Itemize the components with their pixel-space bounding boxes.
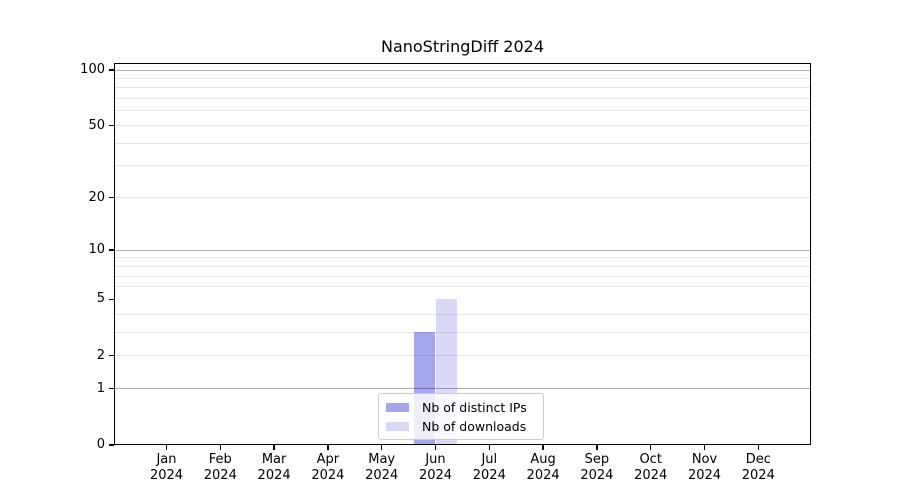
y-tick-label-2: 2 [96, 347, 105, 363]
y-tick-mark-10 [109, 249, 114, 251]
x-tick-label-feb: Feb 2024 [180, 452, 260, 483]
gridline-minor-20 [114, 197, 811, 199]
x-tick-label-oct: Oct 2024 [611, 452, 691, 483]
y-tick-label-10: 10 [88, 242, 105, 258]
y-tick-mark-2 [109, 354, 114, 357]
gridline-minor-30 [114, 165, 811, 167]
x-tick-mark-jan [165, 445, 168, 450]
x-tick-mark-dec [757, 445, 760, 450]
x-tick-label-aug: Aug 2024 [503, 452, 583, 483]
x-tick-month: Sep [584, 452, 610, 467]
x-tick-year: 2024 [580, 467, 614, 483]
x-tick-month: Dec [745, 452, 771, 467]
x-tick-year: 2024 [472, 467, 506, 483]
y-tick-label-20: 20 [88, 189, 105, 205]
x-tick-mark-apr [327, 445, 329, 450]
x-tick-year: 2024 [149, 467, 184, 483]
y-tick-mark-50 [109, 124, 114, 127]
x-tick-month: Feb [208, 452, 232, 467]
y-tick-mark-1 [109, 387, 114, 390]
gridline-major-10 [114, 249, 811, 251]
x-tick-year: 2024 [365, 467, 399, 483]
gridline-minor-7 [114, 275, 811, 277]
x-tick-label-nov: Nov 2024 [665, 452, 745, 483]
x-tick-month: Apr [316, 452, 340, 467]
chart-title: NanoStringDiff 2024 [380, 37, 545, 56]
gridline-major-1 [114, 388, 811, 390]
plot-area: Nb of distinct IPs Nb of downloads [114, 62, 811, 445]
x-tick-label-jan: Jan 2024 [127, 452, 207, 483]
gridline-minor-9 [114, 257, 811, 259]
x-tick-year: 2024 [687, 467, 722, 483]
gridline-major-100 [114, 69, 811, 71]
x-tick-mark-sep [596, 445, 598, 450]
legend: Nb of distinct IPs Nb of downloads [378, 392, 544, 440]
x-tick-month: Jul [481, 452, 498, 467]
x-tick-month: Jun [425, 452, 446, 467]
legend-swatch-distinct-ips [386, 402, 409, 412]
gridline-minor-50 [114, 125, 811, 127]
legend-swatch-downloads [386, 421, 409, 431]
x-tick-year: 2024 [257, 467, 291, 483]
x-tick-label-may: May 2024 [342, 452, 422, 483]
legend-label-downloads: Nb of downloads [422, 418, 527, 434]
x-tick-label-apr: Apr 2024 [288, 452, 368, 483]
x-tick-month: Nov [691, 452, 718, 467]
x-tick-mark-aug [542, 445, 544, 450]
legend-entry-downloads: Nb of downloads [386, 417, 543, 436]
gridline-minor-80 [114, 87, 811, 89]
x-tick-month: May [368, 452, 396, 467]
legend-entry-distinct-ips: Nb of distinct IPs [386, 398, 543, 417]
gridline-minor-4 [114, 313, 811, 315]
x-tick-year: 2024 [634, 467, 668, 483]
gridline-minor-60 [114, 110, 811, 112]
x-tick-mark-may [380, 445, 383, 450]
x-tick-mark-oct [649, 445, 652, 450]
y-tick-mark-100 [109, 69, 114, 71]
x-tick-month: Mar [261, 452, 287, 467]
y-tick-mark-0 [109, 444, 114, 446]
x-tick-label-dec: Dec 2024 [718, 452, 798, 483]
x-tick-year: 2024 [526, 467, 560, 483]
x-tick-mark-mar [273, 445, 275, 450]
y-tick-label-50: 50 [88, 117, 105, 133]
gridline-minor-3 [114, 331, 811, 333]
y-tick-label-1: 1 [96, 380, 105, 396]
x-tick-year: 2024 [203, 467, 237, 483]
x-tick-label-jul: Jul 2024 [449, 452, 529, 483]
x-tick-label-sep: Sep 2024 [557, 452, 637, 483]
x-tick-year: 2024 [741, 467, 775, 483]
legend-label-distinct-ips: Nb of distinct IPs [422, 399, 527, 415]
x-tick-mark-jun [434, 445, 437, 450]
x-tick-label-jun: Jun 2024 [396, 452, 476, 483]
y-tick-label-100: 100 [80, 62, 105, 78]
x-tick-year: 2024 [418, 467, 453, 483]
x-tick-year: 2024 [311, 467, 345, 483]
x-tick-label-mar: Mar 2024 [234, 452, 314, 483]
x-tick-mark-jul [488, 445, 491, 450]
y-tick-mark-5 [109, 298, 114, 301]
gridline-minor-8 [114, 265, 811, 267]
gridline-minor-70 [114, 98, 811, 100]
y-tick-label-5: 5 [96, 291, 105, 307]
y-tick-mark-20 [109, 196, 114, 199]
x-tick-month: Oct [639, 452, 662, 467]
x-tick-mark-feb [219, 445, 222, 450]
x-tick-mark-nov [703, 445, 706, 450]
gridline-minor-40 [114, 142, 811, 144]
gridline-minor-6 [114, 286, 811, 288]
x-tick-month: Aug [530, 452, 556, 467]
x-tick-month: Jan [156, 452, 177, 467]
gridline-minor-2 [114, 355, 811, 357]
gridline-minor-90 [114, 77, 811, 79]
y-tick-label-0: 0 [96, 437, 105, 452]
